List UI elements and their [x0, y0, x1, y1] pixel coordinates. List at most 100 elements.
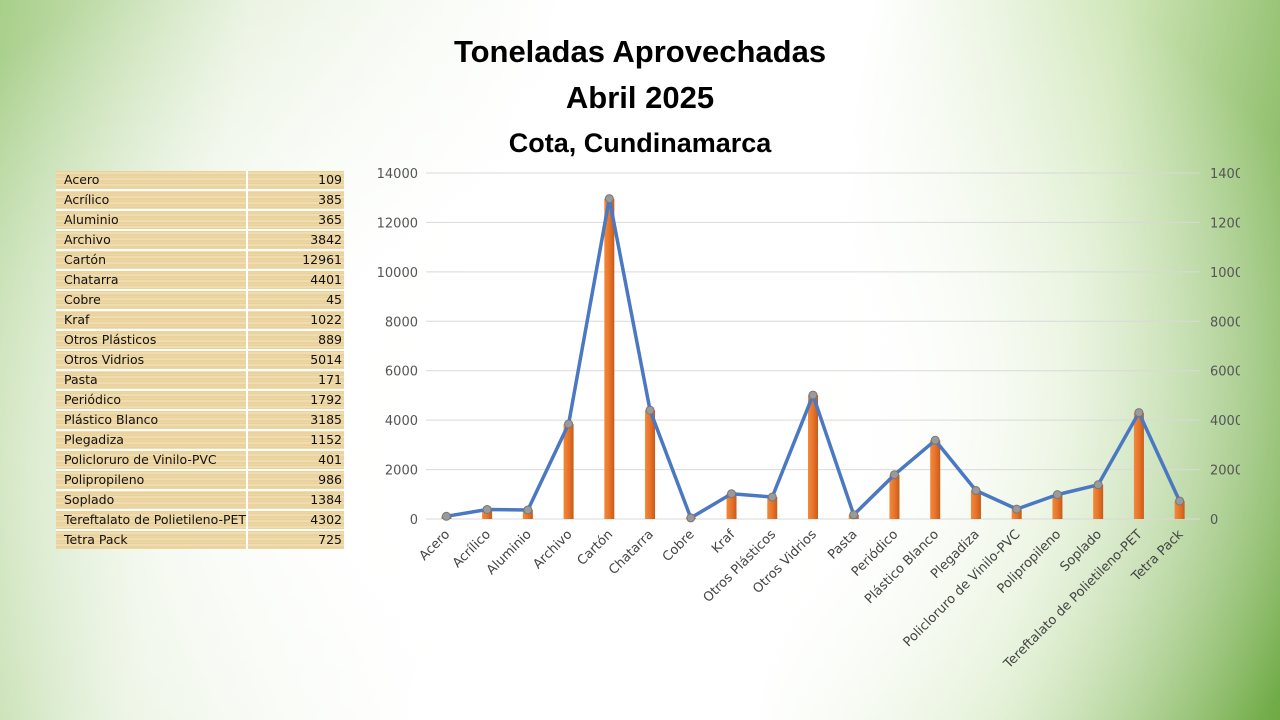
table-value: 5014 — [247, 350, 344, 371]
y-tick-label-left: 8000 — [385, 315, 418, 330]
y-tick-label-left: 6000 — [385, 365, 418, 380]
table-label: Polipropileno — [56, 470, 249, 491]
bar — [1052, 494, 1063, 519]
table-label: Pasta — [56, 370, 249, 391]
table-label: Aluminio — [56, 210, 249, 231]
table-label: Cartón — [56, 250, 249, 271]
table-row: Acero 109 — [56, 171, 344, 191]
line-point — [523, 505, 533, 515]
table-value: 986 — [247, 470, 344, 491]
x-tick-label: Kraf — [709, 527, 739, 557]
y-tick-label-right: 6000 — [1210, 365, 1240, 380]
line-point — [1052, 490, 1062, 500]
table-row: Soplado 1384 — [56, 490, 344, 511]
table-value: 3185 — [247, 410, 344, 431]
table-value: 12961 — [247, 250, 344, 271]
y-tick-label-left: 2000 — [385, 464, 418, 479]
y-tick-label-right: 10000 — [1210, 266, 1240, 281]
bar — [482, 509, 493, 519]
x-tick-label: Chatarra — [606, 527, 657, 578]
table-row: Periódico 1792 — [56, 390, 344, 411]
line-point — [727, 489, 737, 499]
table-row: Pasta 171 — [56, 370, 344, 391]
table-value: 385 — [247, 190, 344, 211]
table-value: 45 — [247, 290, 344, 311]
table-row: Chatarra 4401 — [56, 270, 344, 291]
table-row: Otros Vidrios 5014 — [56, 350, 344, 371]
table-value: 171 — [247, 370, 344, 391]
data-table: Acero 109 Acrílico 385 Aluminio 365 Archivo 384… — [56, 171, 344, 549]
table-row: Plegadiza 1152 — [56, 430, 344, 451]
x-tick-label: Plástico Blanco — [862, 527, 942, 607]
table-row: Acrílico 385 — [56, 190, 344, 211]
table-row: Archivo 3842 — [56, 230, 344, 251]
table-label: Plástico Blanco — [56, 410, 249, 431]
y-tick-label-left: 14000 — [377, 167, 418, 182]
x-tick-label: Otros Plásticos — [701, 527, 780, 606]
table-value: 4401 — [247, 270, 344, 291]
table-row: Plástico Blanco 3185 — [56, 410, 344, 431]
line-point — [1093, 480, 1103, 490]
line-point — [930, 435, 940, 445]
line-point — [849, 510, 859, 520]
bar — [563, 424, 574, 519]
y-tick-label-left: 10000 — [377, 266, 418, 281]
table-label: Acero — [56, 171, 249, 191]
table-value: 401 — [247, 450, 344, 471]
x-tick-label: Cobre — [660, 527, 698, 565]
y-tick-label-left: 4000 — [385, 414, 418, 429]
bar — [808, 395, 818, 519]
table-label: Chatarra — [56, 270, 249, 291]
table-label: Kraf — [56, 310, 249, 331]
line-point — [686, 513, 696, 523]
y-tick-label-left: 0 — [410, 513, 418, 528]
x-tick-label: Acero — [417, 527, 454, 564]
chart-subtitle: Cota, Cundinamarca — [508, 128, 772, 158]
table-label: Tetra Pack — [56, 530, 249, 549]
table-value: 1022 — [247, 310, 344, 331]
line-point — [1134, 408, 1144, 418]
line-point — [1175, 496, 1185, 506]
table-row: Cartón 12961 — [56, 250, 344, 271]
table-row: Tereftalato de Polietileno-PET 4302 — [56, 510, 344, 531]
bar — [1011, 509, 1022, 519]
x-tick-label: Pasta — [825, 527, 860, 562]
table-value: 1792 — [247, 390, 344, 411]
line-point — [441, 511, 451, 521]
table-value: 4302 — [247, 510, 344, 531]
line-point — [767, 492, 777, 502]
y-tick-label-right: 0 — [1210, 513, 1218, 528]
line-point — [482, 504, 492, 514]
y-tick-label-right: 14000 — [1210, 167, 1240, 182]
table-row: Aluminio 365 — [56, 210, 344, 231]
bar — [930, 440, 941, 519]
bar — [645, 410, 656, 519]
line-point — [564, 419, 574, 429]
table-value: 365 — [247, 210, 344, 231]
line-point — [1012, 504, 1022, 514]
bar — [889, 474, 900, 519]
table-value: 3842 — [247, 230, 344, 251]
table-label: Plegadiza — [56, 430, 249, 451]
bar — [970, 490, 981, 519]
table-value: 109 — [247, 171, 344, 191]
table-label: Cobre — [56, 290, 249, 311]
chart-title-date: Abril 2025 — [565, 80, 715, 115]
y-tick-label-left: 12000 — [377, 216, 418, 231]
table-label: Otros Vidrios — [56, 350, 249, 371]
table-label: Soplado — [56, 490, 249, 511]
table-row: Polipropileno 986 — [56, 470, 344, 491]
table-row: Cobre 45 — [56, 290, 344, 311]
table-label: Otros Plásticos — [56, 330, 249, 351]
line-point — [604, 194, 614, 204]
table-label: Archivo — [56, 230, 249, 251]
table-row: Otros Plásticos 889 — [56, 330, 344, 351]
bar — [767, 497, 778, 519]
table-value: 725 — [318, 532, 342, 547]
bar — [726, 493, 737, 519]
table-label: Acrílico — [56, 190, 249, 211]
y-tick-label-right: 12000 — [1210, 216, 1240, 231]
y-tick-label-right: 4000 — [1210, 414, 1240, 429]
line-point — [808, 390, 818, 400]
line-point — [645, 405, 655, 415]
